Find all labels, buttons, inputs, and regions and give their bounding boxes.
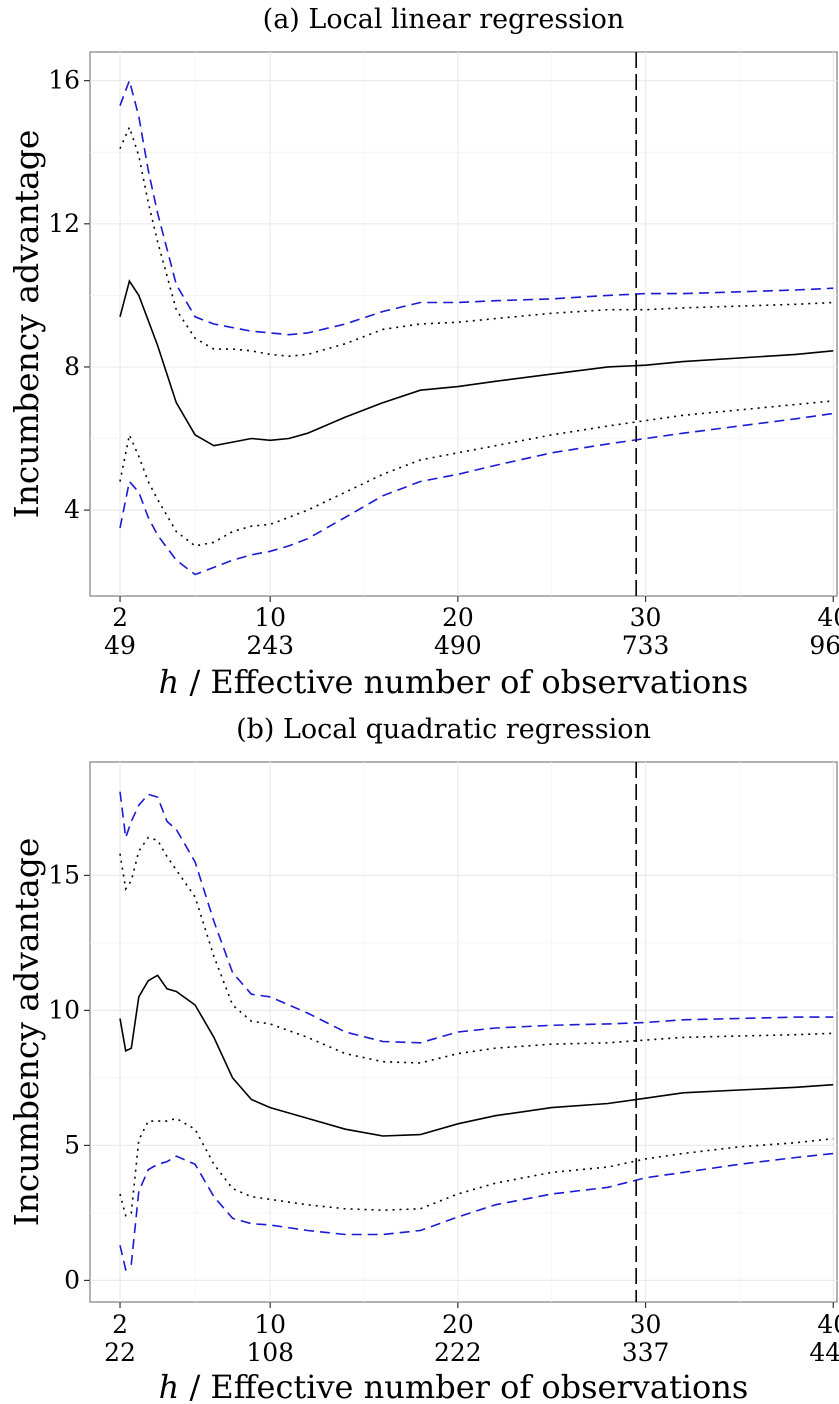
y-tick-label: 15: [48, 860, 80, 889]
x-tick-label-observations: 490: [434, 631, 482, 660]
x-tick-label-observations: 222: [434, 1338, 482, 1367]
x-tick-label-observations: 243: [246, 631, 294, 660]
x-tick-label: 40: [817, 1310, 839, 1339]
y-tick-label: 8: [64, 352, 80, 381]
y-tick-label: 5: [64, 1130, 80, 1159]
chart-local-linear: (a) Local linear regression 4 8 12 16 249 1024…: [7, 4, 839, 701]
x-tick-label: 20: [442, 1310, 474, 1339]
x-tick-label-observations: 22: [104, 1338, 136, 1367]
x-axis-label: h / Effective number of observations: [159, 1368, 749, 1404]
x-tick-label-observations: 49: [104, 631, 136, 660]
series-line-estimate: [119, 974, 834, 1137]
x-tick-label: 20: [442, 603, 474, 632]
x-tick-label: 10: [254, 1310, 286, 1339]
y-tick-label: 12: [48, 209, 80, 238]
x-tick-label: 40: [817, 603, 839, 632]
x-axis-label-symbol: h: [159, 1368, 180, 1404]
y-tick-label: 4: [64, 495, 80, 524]
y-axis-label: Incumbency advantage: [7, 838, 46, 1227]
chart-title: (b) Local quadratic regression: [236, 714, 651, 745]
x-tick-label: 2: [112, 603, 128, 632]
y-tick-label: 10: [48, 995, 80, 1024]
x-tick-label: 30: [630, 1310, 662, 1339]
y-tick-label: 16: [48, 66, 80, 95]
x-axis-label-symbol: h: [159, 663, 180, 701]
x-tick-label: 30: [630, 603, 662, 632]
chart-title: (a) Local linear regression: [263, 4, 625, 35]
x-tick-label-observations: 108: [246, 1338, 294, 1367]
x-axis-label-text: / Effective number of observations: [179, 1368, 748, 1404]
x-axis-label-text: / Effective number of observations: [179, 663, 748, 701]
series-line-estimate: [119, 279, 834, 447]
series-line-lower-ci-dashed: [119, 1152, 834, 1272]
plot-panel: [89, 51, 838, 597]
series-line-lower-ci-dashed: [119, 412, 834, 576]
series-line-upper-ci-dashed: [119, 791, 834, 1044]
x-tick-label: 2: [112, 1310, 128, 1339]
x-tick-label: 10: [254, 603, 286, 632]
x-tick-label-observations: 447: [809, 1338, 839, 1367]
series-line-lower-ci-dotted: [119, 1117, 834, 1217]
x-axis-label: h / Effective number of observations: [159, 663, 749, 701]
series-line-upper-ci-dotted: [119, 124, 834, 358]
y-axis-label: Incumbency advantage: [7, 130, 46, 519]
series-line-upper-ci-dashed: [119, 77, 834, 336]
chart-local-quadratic: (b) Local quadratic regression 0 5 10 15 222 1…: [7, 714, 839, 1404]
x-tick-label-observations: 337: [622, 1338, 670, 1367]
x-tick-label-observations: 960: [809, 631, 839, 660]
y-tick-label: 0: [64, 1265, 80, 1294]
x-tick-label-observations: 733: [622, 631, 670, 660]
